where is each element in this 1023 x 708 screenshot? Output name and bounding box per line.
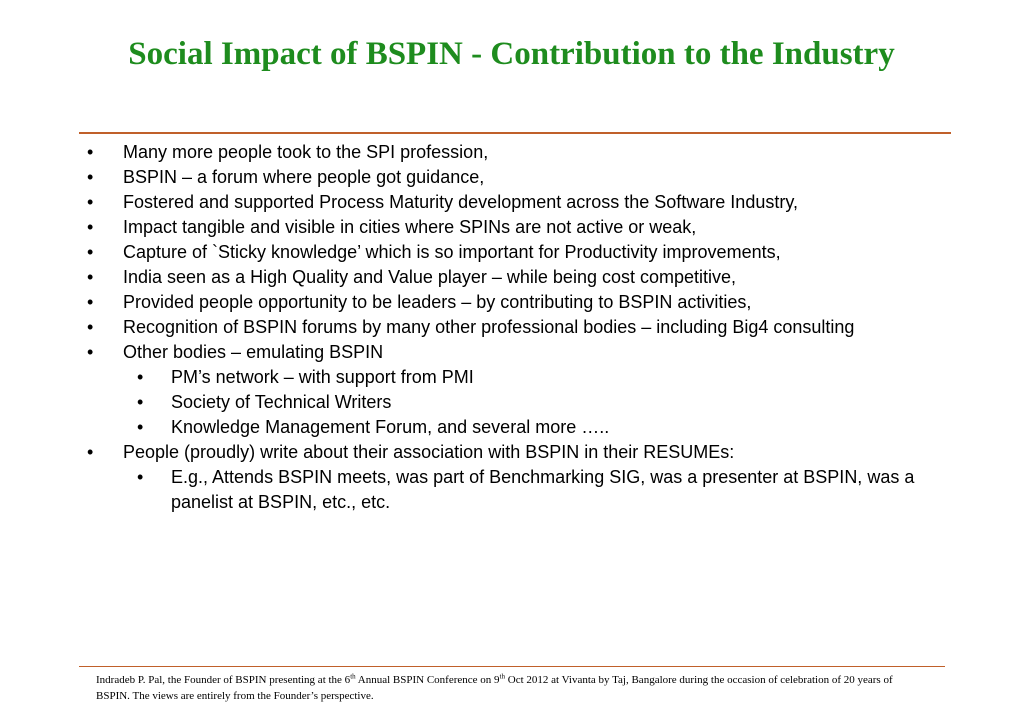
bullet-marker: • <box>87 217 94 237</box>
bullet-marker: • <box>87 192 94 212</box>
bullet-text: Fostered and supported Process Maturity … <box>123 192 798 212</box>
footer-superscript-2: th <box>499 672 505 681</box>
bullet-marker: • <box>137 367 144 387</box>
bullet-marker: • <box>137 417 144 437</box>
bullet-text: Capture of `Sticky knowledge’ which is s… <box>123 242 781 262</box>
bullet-marker: • <box>137 392 144 412</box>
bullet-item: • People (proudly) write about their asso… <box>0 440 1023 465</box>
bullet-marker: • <box>87 142 94 162</box>
bullet-item: • Capture of `Sticky knowledge’ which is … <box>0 240 1023 265</box>
bullet-item: • Other bodies – emulating BSPIN <box>0 340 1023 365</box>
title-divider <box>79 132 951 134</box>
bullet-marker: • <box>87 317 94 337</box>
footer-text-part1: Indradeb P. Pal, the Founder of BSPIN pr… <box>96 674 351 686</box>
slide-title: Social Impact of BSPIN - Contribution to… <box>128 36 895 72</box>
bullet-text: India seen as a High Quality and Value p… <box>123 267 737 287</box>
bullet-text: PM’s network – with support from PMI <box>171 367 474 387</box>
sub-bullet-item: • E.g., Attends BSPIN meets, was part of … <box>0 465 1023 515</box>
footer-divider <box>79 666 945 667</box>
bullet-text: Provided people opportunity to be leader… <box>123 292 752 312</box>
bullet-item: • Fostered and supported Process Maturity… <box>0 190 1023 215</box>
bullet-text: Knowledge Management Forum, and several … <box>171 417 610 437</box>
footer-text-part2: Annual BSPIN Conference on 9 <box>355 674 500 686</box>
bullet-marker: • <box>137 467 144 487</box>
bullet-marker: • <box>87 292 94 312</box>
bullet-item: • Provided people opportunity to be leade… <box>0 290 1023 315</box>
bullet-marker: • <box>87 267 94 287</box>
bullet-text: Impact tangible and visible in cities wh… <box>123 217 697 237</box>
bullet-text: Recognition of BSPIN forums by many othe… <box>123 317 855 337</box>
bullet-marker: • <box>87 242 94 262</box>
bullet-marker: • <box>87 442 94 462</box>
bullet-marker: • <box>87 342 94 362</box>
sub-bullet-item: • Society of Technical Writers <box>0 390 1023 415</box>
bullet-item: • Many more people took to the SPI profes… <box>0 140 1023 165</box>
bullet-text: Society of Technical Writers <box>171 392 392 412</box>
bullet-text: BSPIN – a forum where people got guidanc… <box>123 167 485 187</box>
bullet-marker: • <box>87 167 94 187</box>
bullet-item: • India seen as a High Quality and Value … <box>0 265 1023 290</box>
bullet-text: People (proudly) write about their assoc… <box>123 442 735 462</box>
sub-bullet-item: • PM’s network – with support from PMI <box>0 365 1023 390</box>
footer-text-part3: Oct 2012 at Vivanta by Taj, Bangalore du… <box>96 674 893 702</box>
bullet-text: E.g., Attends BSPIN meets, was part of B… <box>171 467 915 512</box>
bullet-item: • Impact tangible and visible in cities w… <box>0 215 1023 240</box>
bullet-text: Many more people took to the SPI profess… <box>123 142 489 162</box>
bullet-text: Other bodies – emulating BSPIN <box>123 342 384 362</box>
bullet-item: • Recognition of BSPIN forums by many oth… <box>0 315 1023 340</box>
footer-superscript-1: th <box>350 672 356 681</box>
bullet-list: • Many more people took to the SPI profes… <box>0 140 1023 515</box>
bullet-item: • BSPIN – a forum where people got guidan… <box>0 165 1023 190</box>
footer-note: Indradeb P. Pal, the Founder of BSPIN pr… <box>96 672 926 704</box>
sub-bullet-item: • Knowledge Management Forum, and several… <box>0 415 1023 440</box>
